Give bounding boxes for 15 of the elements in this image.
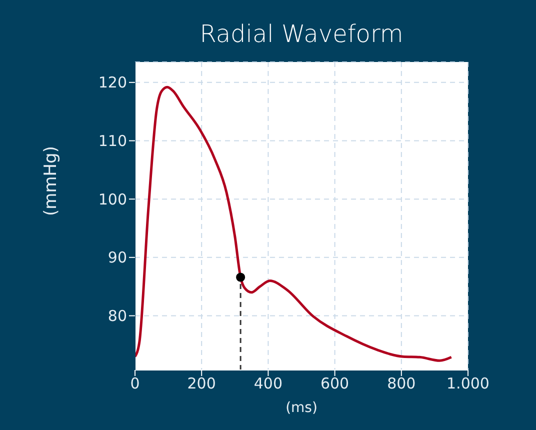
y-tick-label: 90 (108, 248, 127, 267)
y-tick-label: 100 (98, 190, 127, 208)
chart-title: Radial Waveform (198, 20, 404, 48)
x-tick-label: 1.000 (446, 374, 490, 393)
y-tick-label: 120 (98, 74, 127, 92)
x-tick-label: 800 (387, 374, 416, 393)
x-axis-title: (ms) (286, 400, 318, 416)
x-tick-label: 200 (187, 374, 216, 393)
x-tick-label: 0 (130, 374, 140, 393)
x-tick-label: 600 (320, 374, 350, 393)
y-axis-title: (mmHg) (41, 146, 62, 216)
x-tick-label: 400 (254, 374, 283, 393)
line-series (135, 86, 453, 362)
y-tick-label: 110 (98, 132, 127, 150)
y-tick-label: 80 (108, 307, 127, 326)
